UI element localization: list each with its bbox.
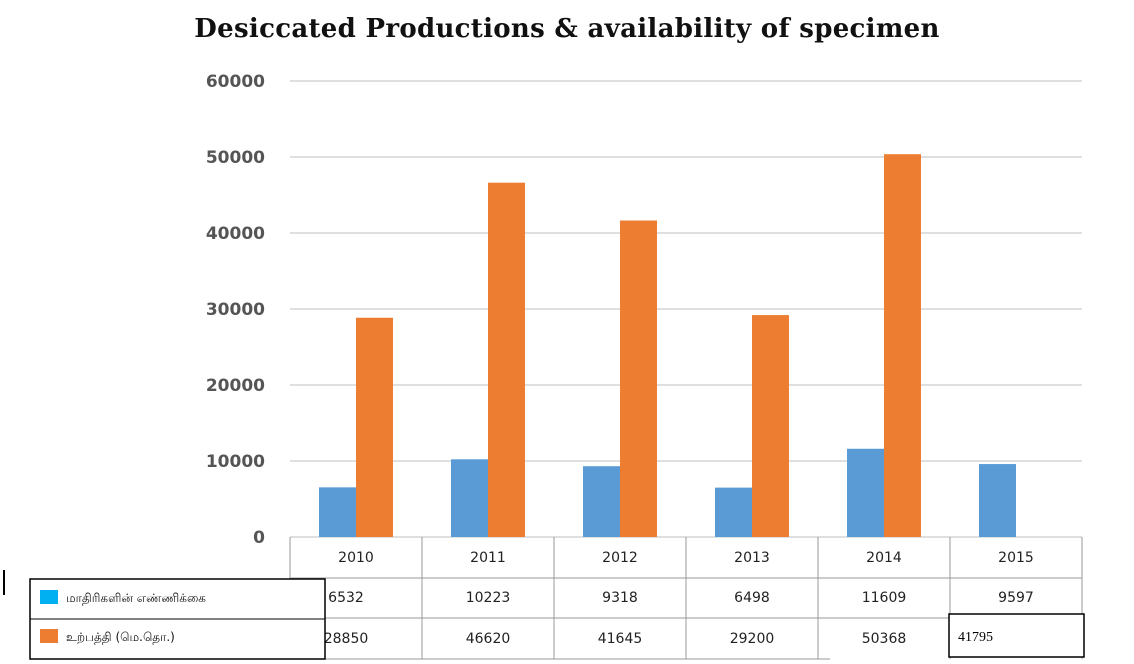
chart-title: Desiccated Productions & availability of…	[194, 14, 940, 44]
bar-specimen	[847, 448, 884, 537]
data-table-value: 46620	[466, 631, 511, 647]
bar-specimen	[583, 466, 620, 537]
extra-value-label: 41795	[958, 630, 993, 645]
y-tick-label: 60000	[206, 72, 265, 92]
bars	[319, 154, 1016, 538]
legend-label: மாதிரிகளின் எண்ணிக்கை	[66, 591, 206, 605]
bar-production	[356, 317, 393, 537]
legend-label: உற்பத்தி (மெ.தொ.)	[66, 630, 175, 644]
bar-specimen	[979, 464, 1016, 537]
bar-specimen	[715, 487, 752, 537]
bar-specimen	[319, 487, 356, 537]
extra-value-box	[948, 613, 1085, 658]
data-table-value: 28850	[324, 631, 369, 647]
bar-specimen	[451, 459, 488, 537]
data-table-value: 6532	[328, 590, 364, 606]
data-table-value: 41645	[598, 631, 643, 647]
x-category-label: 2015	[998, 550, 1034, 566]
x-category-label: 2013	[734, 550, 770, 566]
x-category-label: 2014	[866, 550, 902, 566]
data-table-value: 50368	[862, 631, 907, 647]
legend: மாதிரிகளின் எண்ணிக்கை உற்பத்தி (மெ.தொ.)	[3, 570, 326, 660]
bar-production	[620, 220, 657, 538]
y-tick-label: 40000	[206, 224, 265, 244]
x-category-label: 2010	[338, 550, 374, 566]
y-axis-ticks: 0 10000 20000 30000 40000 50000 60000	[206, 72, 265, 548]
y-tick-label: 50000	[206, 148, 265, 168]
data-table-value: 9318	[602, 590, 638, 606]
y-tick-label: 20000	[206, 376, 265, 396]
legend-swatch	[40, 629, 58, 643]
y-tick-label: 10000	[206, 452, 265, 472]
data-table: 2010 2011 2012 2013 2014 2015 6532 10223 9318 649…	[30, 537, 1085, 660]
x-category-label: 2012	[602, 550, 638, 566]
bar-production	[752, 315, 789, 537]
y-tick-label: 0	[253, 528, 265, 548]
data-table-value: 29200	[730, 631, 775, 647]
y-tick-label: 30000	[206, 300, 265, 320]
bar-production	[884, 154, 921, 538]
x-category-label: 2011	[470, 550, 506, 566]
data-table-value: 6498	[734, 590, 770, 606]
bar-production	[488, 182, 525, 538]
gridlines	[290, 80, 1082, 538]
data-table-value: 11609	[862, 590, 907, 606]
legend-swatch	[40, 590, 58, 604]
data-table-value: 10223	[466, 590, 511, 606]
data-table-value: 9597	[998, 590, 1034, 606]
